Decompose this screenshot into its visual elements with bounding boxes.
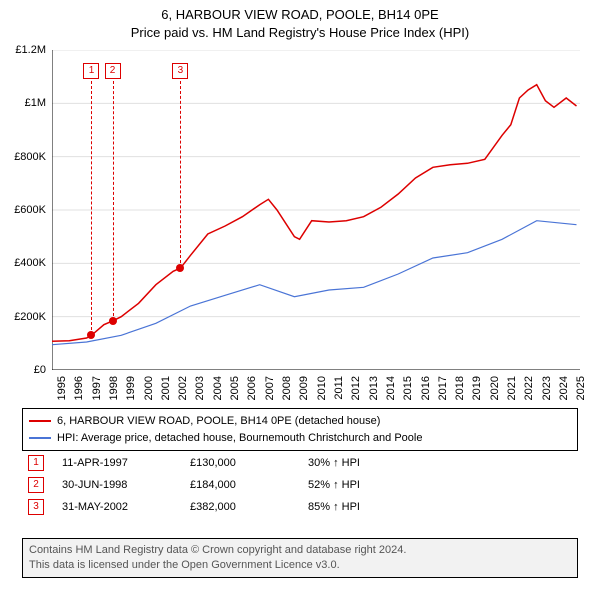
event-date: 11-APR-1997	[62, 457, 172, 469]
x-tick-label: 2007	[264, 376, 276, 400]
event-row: 2 30-JUN-1998 £184,000 52% ↑ HPI	[22, 474, 578, 496]
x-tick-label: 2014	[385, 376, 397, 400]
event-label-box: 3	[172, 63, 188, 79]
x-tick-label: 1995	[56, 376, 68, 400]
y-tick-label: £800K	[14, 151, 46, 163]
title-line-2: Price paid vs. HM Land Registry's House …	[0, 24, 600, 42]
event-point	[109, 317, 117, 325]
x-tick-label: 2020	[489, 376, 501, 400]
x-tick-label: 2002	[177, 376, 189, 400]
legend-swatch	[29, 437, 51, 439]
y-tick-label: £200K	[14, 311, 46, 323]
event-point	[176, 264, 184, 272]
event-pct: 30% ↑ HPI	[308, 457, 418, 469]
x-tick-label: 2004	[212, 376, 224, 400]
x-tick-label: 2022	[523, 376, 535, 400]
x-tick-label: 2005	[229, 376, 241, 400]
event-price: £130,000	[190, 457, 290, 469]
x-tick-label: 1996	[73, 376, 85, 400]
x-tick-label: 2015	[402, 376, 414, 400]
chart-container: 6, HARBOUR VIEW ROAD, POOLE, BH14 0PE Pr…	[0, 0, 600, 590]
event-vline	[113, 81, 114, 321]
chart-area: £0£200K£400K£600K£800K£1M£1.2M 199519961…	[52, 50, 580, 370]
event-pct: 52% ↑ HPI	[308, 479, 418, 491]
x-tick-label: 2001	[160, 376, 172, 400]
x-tick-label: 2016	[420, 376, 432, 400]
y-tick-label: £1M	[25, 97, 46, 109]
footer-line-2: This data is licensed under the Open Gov…	[29, 558, 571, 573]
footer-line-1: Contains HM Land Registry data © Crown c…	[29, 543, 571, 558]
legend-row: 6, HARBOUR VIEW ROAD, POOLE, BH14 0PE (d…	[29, 413, 571, 430]
x-tick-label: 1999	[125, 376, 137, 400]
x-tick-label: 2024	[558, 376, 570, 400]
plot-svg	[52, 50, 580, 370]
x-tick-label: 2023	[541, 376, 553, 400]
events-box: 1 11-APR-1997 £130,000 30% ↑ HPI 2 30-JUN-199…	[22, 452, 578, 518]
event-vline	[91, 81, 92, 335]
legend-swatch	[29, 420, 51, 422]
x-tick-label: 2012	[350, 376, 362, 400]
event-price: £382,000	[190, 501, 290, 513]
x-tick-label: 1998	[108, 376, 120, 400]
x-tick-label: 2013	[368, 376, 380, 400]
x-tick-label: 2021	[506, 376, 518, 400]
x-tick-label: 2000	[143, 376, 155, 400]
x-tick-label: 2025	[575, 376, 587, 400]
x-tick-label: 2003	[194, 376, 206, 400]
event-price: £184,000	[190, 479, 290, 491]
x-tick-label: 2008	[281, 376, 293, 400]
event-row: 3 31-MAY-2002 £382,000 85% ↑ HPI	[22, 496, 578, 518]
legend-label: 6, HARBOUR VIEW ROAD, POOLE, BH14 0PE (d…	[57, 413, 380, 430]
legend-label: HPI: Average price, detached house, Bour…	[57, 430, 422, 447]
x-tick-label: 2010	[316, 376, 328, 400]
event-row-marker: 2	[28, 477, 44, 493]
title-line-1: 6, HARBOUR VIEW ROAD, POOLE, BH14 0PE	[0, 6, 600, 24]
title-block: 6, HARBOUR VIEW ROAD, POOLE, BH14 0PE Pr…	[0, 0, 600, 42]
y-tick-label: £400K	[14, 257, 46, 269]
x-tick-label: 2011	[333, 376, 345, 400]
event-point	[87, 331, 95, 339]
x-tick-label: 2019	[471, 376, 483, 400]
event-date: 30-JUN-1998	[62, 479, 172, 491]
event-row-marker: 1	[28, 455, 44, 471]
event-row-marker: 3	[28, 499, 44, 515]
y-tick-label: £1.2M	[15, 44, 46, 56]
x-tick-label: 2006	[246, 376, 258, 400]
event-row: 1 11-APR-1997 £130,000 30% ↑ HPI	[22, 452, 578, 474]
legend-box: 6, HARBOUR VIEW ROAD, POOLE, BH14 0PE (d…	[22, 408, 578, 451]
event-label-box: 1	[83, 63, 99, 79]
y-tick-label: £0	[34, 364, 46, 376]
x-tick-label: 2009	[298, 376, 310, 400]
event-pct: 85% ↑ HPI	[308, 501, 418, 513]
x-tick-label: 2017	[437, 376, 449, 400]
event-label-box: 2	[105, 63, 121, 79]
y-tick-label: £600K	[14, 204, 46, 216]
footer-box: Contains HM Land Registry data © Crown c…	[22, 538, 578, 578]
x-tick-label: 1997	[91, 376, 103, 400]
event-date: 31-MAY-2002	[62, 501, 172, 513]
x-tick-label: 2018	[454, 376, 466, 400]
legend-row: HPI: Average price, detached house, Bour…	[29, 430, 571, 447]
event-vline	[180, 81, 181, 268]
